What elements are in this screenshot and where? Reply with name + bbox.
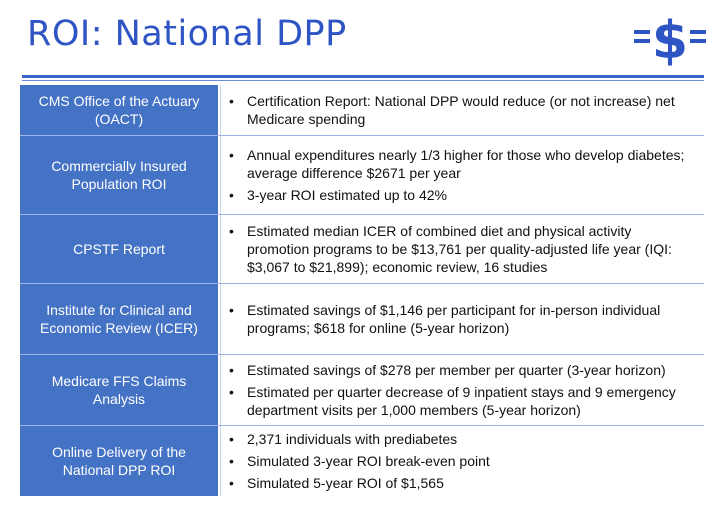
table-row: Medicare FFS Claims Analysis • Estimated …: [20, 355, 704, 426]
bullet-text: Simulated 5-year ROI of $1,565: [247, 475, 444, 491]
bullet-text: 3-year ROI estimated up to 42%: [247, 187, 447, 203]
row-details: • Estimated median ICER of combined diet …: [220, 215, 704, 283]
bullet-text: Simulated 3-year ROI break-even point: [247, 453, 490, 469]
row-details: • Certification Report: National DPP woul…: [220, 85, 704, 135]
row-details: • Estimated savings of $1,146 per partici…: [220, 284, 704, 354]
table-row: CPSTF Report • Estimated median ICER of c…: [20, 215, 704, 284]
equals-dollar-icon: $: [634, 11, 706, 68]
title-rule: [22, 75, 704, 78]
page-title: ROI: National DPP: [27, 14, 347, 54]
svg-text:$: $: [652, 11, 688, 68]
list-item: • Simulated 5-year ROI of $1,565: [225, 474, 696, 492]
bullet-text: Estimated savings of $1,146 per particip…: [247, 302, 661, 336]
list-item: • Annual expenditures nearly 1/3 higher f…: [225, 146, 696, 182]
table-row: Institute for Clinical and Economic Revi…: [20, 284, 704, 355]
bullet-text: Estimated per quarter decrease of 9 inpa…: [247, 384, 676, 418]
row-label: Commercially Insured Population ROI: [20, 136, 220, 214]
list-item: • Certification Report: National DPP woul…: [225, 92, 696, 128]
bullet-text: 2,371 individuals with prediabetes: [247, 431, 458, 447]
row-details: • Annual expenditures nearly 1/3 higher f…: [220, 136, 704, 214]
row-details: • 2,371 individuals with prediabetes • Sim…: [220, 426, 704, 496]
row-label: Online Delivery of the National DPP ROI: [20, 426, 220, 496]
bullet-text: Estimated median ICER of combined diet a…: [247, 223, 672, 275]
row-details: • Estimated savings of $278 per member pe…: [220, 355, 704, 425]
table-row: Commercially Insured Population ROI • Ann…: [20, 136, 704, 215]
list-item: • Estimated savings of $278 per member pe…: [225, 361, 696, 379]
bullet-text: Estimated savings of $278 per member per…: [247, 362, 666, 378]
roi-table: CMS Office of the Actuary (OACT) • Certif…: [20, 85, 704, 496]
bullet-text: Certification Report: National DPP would…: [247, 93, 675, 127]
list-item: • Estimated median ICER of combined diet …: [225, 222, 696, 276]
row-label: Institute for Clinical and Economic Revi…: [20, 284, 220, 354]
list-item: • 2,371 individuals with prediabetes: [225, 430, 696, 448]
table-row: Online Delivery of the National DPP ROI …: [20, 426, 704, 496]
list-item: • Estimated savings of $1,146 per partici…: [225, 301, 696, 337]
table-row: CMS Office of the Actuary (OACT) • Certif…: [20, 85, 704, 136]
list-item: • Simulated 3-year ROI break-even point: [225, 452, 696, 470]
title-rule-thin: [22, 80, 704, 81]
row-label: CMS Office of the Actuary (OACT): [20, 85, 220, 135]
row-label: CPSTF Report: [20, 215, 220, 283]
list-item: • Estimated per quarter decrease of 9 inp…: [225, 383, 696, 419]
bullet-text: Annual expenditures nearly 1/3 higher fo…: [247, 147, 685, 181]
row-label: Medicare FFS Claims Analysis: [20, 355, 220, 425]
list-item: • 3-year ROI estimated up to 42%: [225, 186, 696, 204]
